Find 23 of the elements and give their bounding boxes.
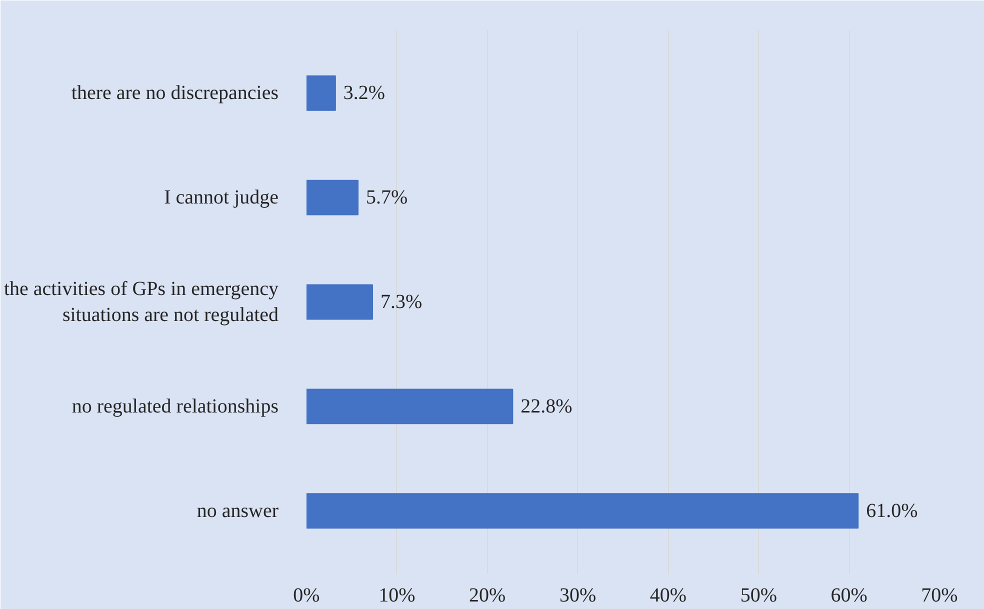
x-tick-label: 0% [293, 584, 320, 606]
y-tick-label: the activities of GPs in emergency situations are not regulated [4, 278, 278, 326]
bar [306, 493, 859, 529]
x-tick-label: 30% [559, 584, 596, 606]
data-label: 61.0% [866, 500, 918, 522]
data-label: 22.8% [520, 395, 572, 418]
x-tick-label: 20% [469, 584, 506, 606]
y-tick-label: I cannot judge [164, 186, 279, 209]
x-tick-label: 70% [921, 584, 958, 606]
y-tick-label: no answer [196, 500, 279, 522]
data-label: 3.2% [343, 82, 386, 104]
y-tick-label: no regulated relationships [72, 395, 279, 418]
bar [306, 284, 374, 320]
data-label: 5.7% [366, 186, 408, 209]
x-tick-label: 60% [830, 584, 868, 606]
x-tick-label: 40% [650, 584, 687, 606]
data-label: 7.3% [380, 291, 422, 313]
bar [306, 388, 514, 424]
bar [306, 75, 336, 111]
x-tick-label: 50% [740, 584, 777, 606]
bar [306, 180, 359, 216]
x-tick-label: 10% [378, 584, 416, 606]
y-tick-label: there are no discrepancies [71, 82, 279, 104]
